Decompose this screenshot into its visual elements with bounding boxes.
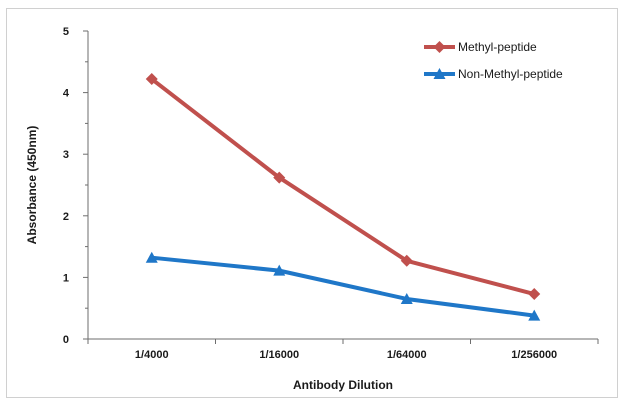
legend: Methyl-peptide Non-Methyl-peptide [424,40,563,81]
y-ticks: 0 1 2 3 4 5 [63,26,88,346]
x-tick-label: 1/256000 [511,349,557,361]
data-point [528,309,541,321]
data-point [145,251,158,263]
x-ticks: 1/4000 1/16000 1/64000 1/256000 [87,339,599,361]
y-axis-title: Absorbance (450nm) [25,126,39,245]
legend-marker [433,68,446,79]
data-point [528,288,541,301]
legend-label: Methyl-peptide [458,40,537,54]
series-line [149,77,537,297]
x-tick-label: 1/16000 [259,349,299,361]
y-tick-label: 1 [63,272,69,284]
chart-frame [6,8,618,398]
legend-marker [433,41,446,53]
x-tick-label: 1/64000 [387,349,427,361]
data-point [273,264,286,276]
x-axis-title: Antibody Dilution [293,378,393,392]
series-methyl-peptide [145,73,541,301]
data-point [145,73,158,86]
data-point [273,171,286,184]
data-point [400,254,413,267]
legend-item: Methyl-peptide [424,40,537,54]
y-tick-label: 3 [63,149,69,161]
y-tick-label: 2 [63,211,69,223]
series-line [149,255,537,318]
x-tick-label: 1/4000 [135,349,169,361]
series-layer [145,73,541,321]
y-tick-label: 4 [63,88,70,100]
series-non-methyl-peptide [145,251,541,321]
data-point [400,292,413,304]
y-tick-label: 0 [63,334,69,346]
legend-item: Non-Methyl-peptide [424,67,563,81]
legend-label: Non-Methyl-peptide [458,67,563,81]
y-tick-label: 5 [63,26,69,38]
